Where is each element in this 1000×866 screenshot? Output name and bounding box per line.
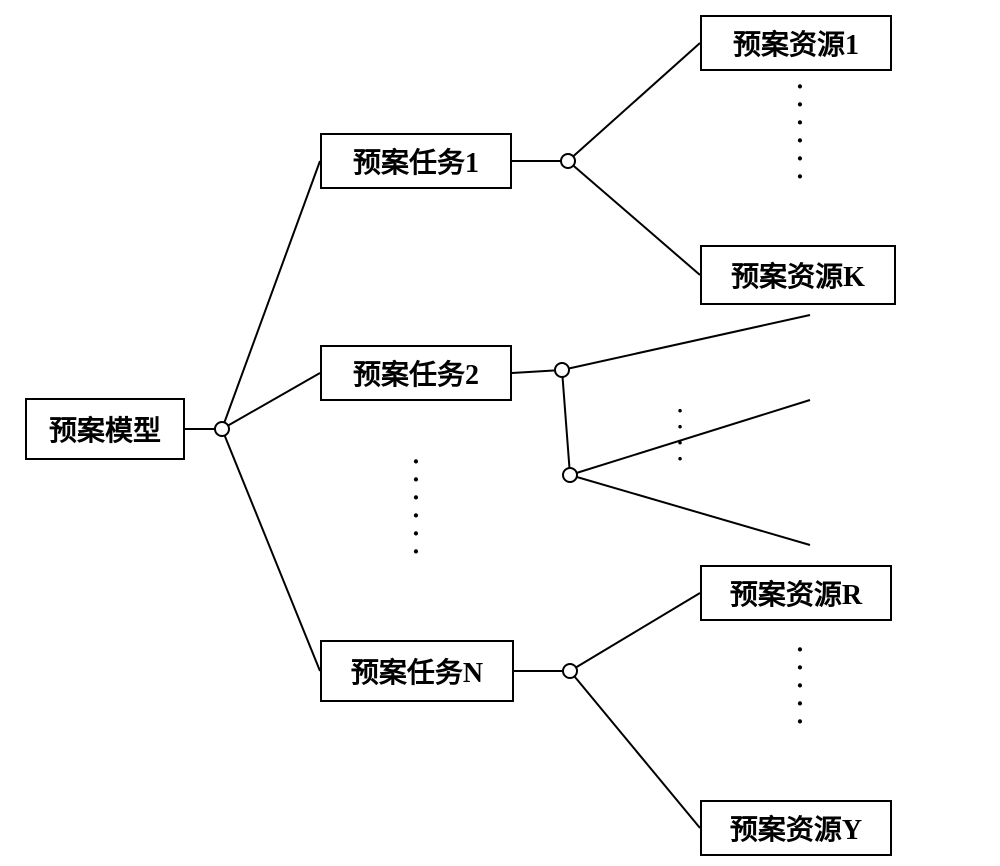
ellipsis-dot: ·: [676, 446, 683, 471]
ellipsis-dot: ·: [796, 162, 805, 191]
node-label: 预案资源Y: [730, 808, 862, 848]
ellipsis-dot: ·: [796, 689, 805, 718]
edge: [562, 370, 570, 475]
junction-j_task1: [561, 154, 575, 168]
edge: [570, 400, 810, 475]
junction-j_taskN: [563, 664, 577, 678]
ellipsis-dot: ·: [796, 635, 805, 664]
ellipsis-dot: ·: [412, 501, 421, 530]
edge: [570, 593, 700, 671]
node-label: 预案资源R: [730, 573, 862, 613]
ellipsis-dot: ·: [412, 537, 421, 566]
edge: [222, 161, 320, 429]
ellipsis-dot: ·: [796, 126, 805, 155]
node-task2: 预案任务2: [320, 345, 512, 401]
ellipsis-dot: ·: [676, 398, 683, 423]
node-label: 预案任务N: [351, 651, 483, 691]
node-task1: 预案任务1: [320, 133, 512, 189]
node-root: 预案模型: [25, 398, 185, 460]
node-label: 预案资源K: [731, 255, 865, 295]
ellipsis-dot: ·: [796, 72, 805, 101]
ellipsis-dot: ·: [412, 519, 421, 548]
ellipsis-dot: ·: [412, 465, 421, 494]
node-taskN: 预案任务N: [320, 640, 514, 702]
edge: [570, 671, 700, 828]
node-res1: 预案资源1: [700, 15, 892, 71]
edge: [562, 315, 810, 370]
edge: [568, 43, 700, 161]
ellipsis-dot: ·: [412, 483, 421, 512]
node-resY: 预案资源Y: [700, 800, 892, 856]
junction-j_root: [215, 422, 229, 436]
ellipsis-dot: ·: [796, 707, 805, 736]
ellipsis-dot: ·: [796, 671, 805, 700]
tree-diagram: ····················· 预案模型预案任务1预案任务2预案任务…: [0, 0, 1000, 866]
edge: [570, 475, 810, 545]
node-label: 预案任务2: [353, 353, 479, 393]
ellipsis-dot: ·: [796, 108, 805, 137]
junction-j_task2b: [563, 468, 577, 482]
ellipsis-dot: ·: [676, 430, 683, 455]
ellipsis-dot: ·: [412, 447, 421, 476]
edge: [222, 373, 320, 429]
node-resK: 预案资源K: [700, 245, 896, 305]
ellipsis-dot: ·: [796, 144, 805, 173]
node-label: 预案资源1: [733, 23, 859, 63]
ellipsis-dot: ·: [796, 90, 805, 119]
node-label: 预案模型: [49, 409, 161, 449]
node-label: 预案任务1: [353, 141, 479, 181]
ellipsis-dot: ·: [796, 653, 805, 682]
edge: [512, 370, 562, 373]
ellipsis-dot: ·: [676, 414, 683, 439]
edge: [568, 161, 700, 275]
node-resR: 预案资源R: [700, 565, 892, 621]
edge: [222, 429, 320, 671]
junction-j_task2a: [555, 363, 569, 377]
